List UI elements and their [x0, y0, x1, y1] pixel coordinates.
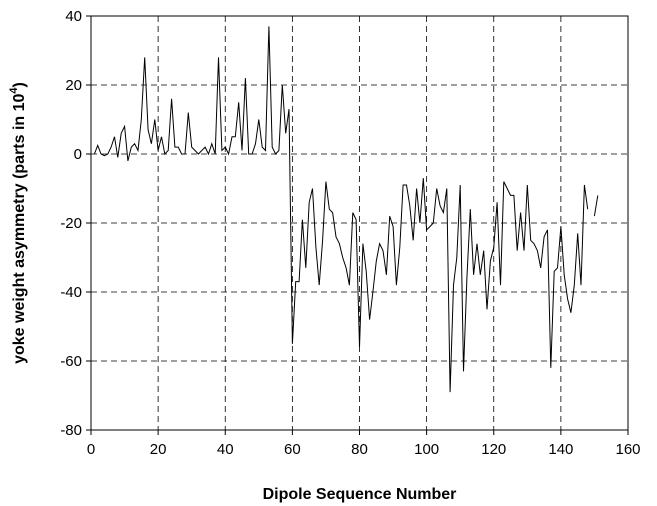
x-tick-label: 80	[351, 441, 368, 458]
y-tick-label: 40	[65, 8, 82, 25]
y-axis-title-superscript: 4	[8, 87, 20, 94]
tick-marks	[86, 15, 629, 435]
y-tick-label: -60	[60, 353, 82, 370]
series-yoke-weight-asymmetry	[93, 26, 599, 393]
x-axis-title: Dipole Sequence Number	[263, 486, 457, 503]
x-tick-label: 160	[615, 441, 640, 458]
y-axis-title-end: )	[11, 82, 28, 87]
y-tick-label: 20	[65, 77, 82, 94]
x-tick-label: 20	[150, 441, 167, 458]
series-line-segment	[593, 195, 599, 217]
y-tick-label: -80	[60, 422, 82, 439]
gridlines	[91, 16, 628, 430]
x-tick-label: 140	[548, 441, 573, 458]
x-tick-label: 40	[217, 441, 234, 458]
y-tick-label: -40	[60, 284, 82, 301]
series-line-segment	[93, 26, 589, 393]
y-axis-tick-labels: -80 -60 -40 -20 0 20 40	[60, 8, 82, 439]
x-tick-label: 0	[87, 441, 95, 458]
y-axis-title: yoke weight asymmetry (parts in 104)	[8, 82, 28, 364]
x-tick-label: 60	[284, 441, 301, 458]
y-axis-title-main: yoke weight asymmetry (parts in 10	[11, 93, 28, 363]
x-tick-label: 100	[414, 441, 439, 458]
y-tick-label: -20	[60, 215, 82, 232]
y-tick-label: 0	[74, 146, 82, 163]
x-tick-label: 120	[481, 441, 506, 458]
x-axis-tick-labels: 0 20 40 60 80 100 120 140 160	[87, 441, 641, 458]
